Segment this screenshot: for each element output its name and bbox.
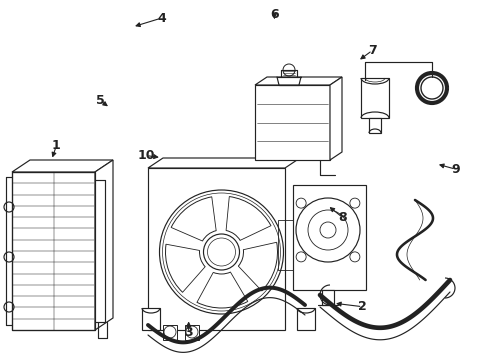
Text: 9: 9 <box>451 163 460 176</box>
Text: 3: 3 <box>184 327 193 339</box>
Polygon shape <box>369 118 381 133</box>
Text: 7: 7 <box>368 44 377 57</box>
Polygon shape <box>142 308 160 330</box>
Polygon shape <box>163 325 177 340</box>
Text: 4: 4 <box>157 12 166 24</box>
Text: 6: 6 <box>270 8 279 21</box>
Polygon shape <box>255 85 330 160</box>
Polygon shape <box>185 325 199 340</box>
Circle shape <box>296 198 360 262</box>
Polygon shape <box>330 77 342 160</box>
Polygon shape <box>322 290 334 305</box>
Text: 5: 5 <box>96 94 105 107</box>
Text: 1: 1 <box>52 139 61 152</box>
Polygon shape <box>12 160 113 172</box>
Circle shape <box>160 190 284 314</box>
Polygon shape <box>293 185 366 290</box>
Polygon shape <box>95 160 113 330</box>
Polygon shape <box>148 158 300 168</box>
Text: 2: 2 <box>358 300 367 313</box>
Polygon shape <box>255 77 342 85</box>
Polygon shape <box>12 172 95 330</box>
Text: 10: 10 <box>137 149 155 162</box>
Polygon shape <box>148 168 285 330</box>
Polygon shape <box>297 308 315 330</box>
Polygon shape <box>361 78 389 118</box>
Text: 8: 8 <box>339 211 347 224</box>
Circle shape <box>203 234 240 270</box>
